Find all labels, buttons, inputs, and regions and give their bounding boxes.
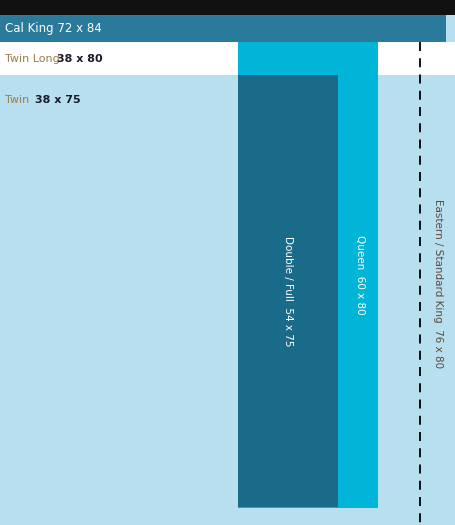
Text: 38 x 80: 38 x 80	[57, 54, 102, 64]
Bar	[0, 15, 445, 42]
Bar	[238, 42, 377, 508]
Bar	[0, 42, 455, 75]
Text: Eastern / Standard King  76 x 80: Eastern / Standard King 76 x 80	[432, 199, 442, 368]
Text: Queen  60 x 80: Queen 60 x 80	[354, 235, 364, 315]
Text: 38 x 75: 38 x 75	[35, 95, 81, 105]
Bar	[238, 75, 337, 507]
Bar	[0, 75, 238, 525]
Text: Double / Full  54 x 75: Double / Full 54 x 75	[283, 236, 293, 346]
Text: Twin: Twin	[5, 95, 36, 105]
Text: Cal King 72 x 84: Cal King 72 x 84	[5, 22, 101, 35]
Text: Twin Long: Twin Long	[5, 54, 66, 64]
Bar	[0, 0, 455, 15]
